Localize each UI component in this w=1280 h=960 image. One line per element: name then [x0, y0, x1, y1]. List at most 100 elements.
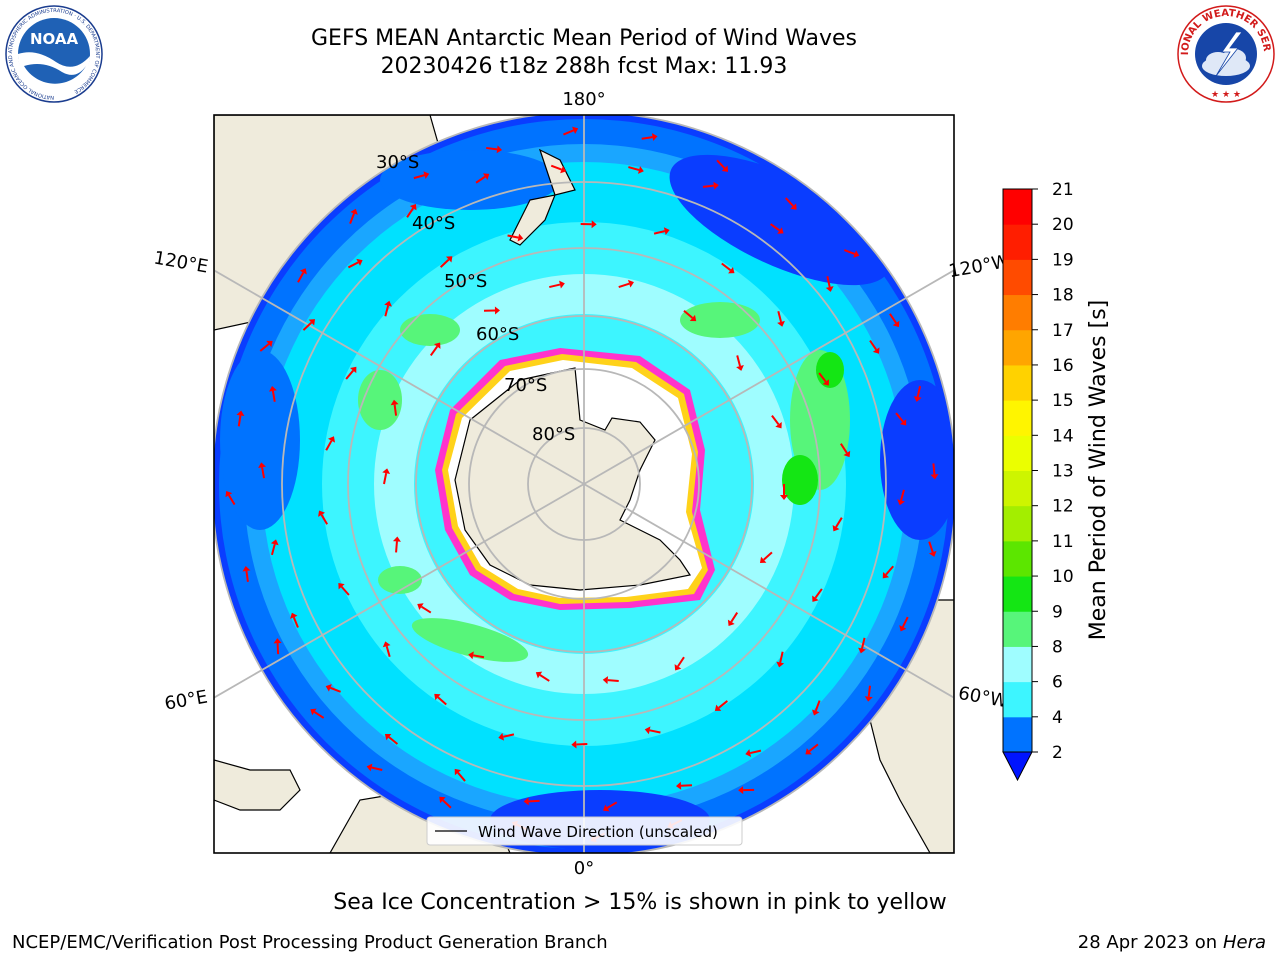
wind-arrow [759, 551, 773, 564]
wind-arrow [413, 171, 430, 180]
graticule [214, 115, 954, 853]
wind-arrow [571, 740, 588, 749]
colorbar-segment [1003, 224, 1032, 260]
wind-arrow [550, 164, 567, 174]
chart-title-line1: GEFS MEAN Antarctic Mean Period of Wind … [311, 26, 857, 51]
colorbar-segment [1003, 189, 1032, 225]
new-zealand-land [509, 148, 576, 246]
colorbar-segment [1003, 611, 1032, 647]
wind-arrow [535, 671, 550, 682]
wind-arrow [259, 340, 273, 352]
wind-arrow [417, 603, 432, 614]
colorbar-segment [1003, 294, 1032, 331]
colorbar-tick-label: 13 [1052, 462, 1074, 482]
colorbar-tick-label: 18 [1052, 286, 1074, 306]
footer-date-prefix: 28 Apr 2023 on [1077, 932, 1223, 953]
wind-arrow [780, 484, 788, 500]
wind-arrow [858, 637, 866, 654]
wind-arrow [390, 399, 399, 416]
colorbar-segment [1003, 716, 1032, 753]
wind-arrow [869, 339, 880, 354]
colorbar-tick-label: 17 [1052, 321, 1074, 341]
wind-arrow [930, 463, 939, 480]
colorbar: 2 4 6 8 9 10 11 12 13 14 15 16 17 18 19 20 21 [1002, 180, 1074, 782]
wind-arrow [498, 732, 515, 741]
wind-arrow [843, 249, 860, 258]
footer-date: 28 Apr 2023 on Hera [1078, 932, 1266, 953]
wind-arrow [486, 145, 503, 154]
lon-label-180: 180° [562, 89, 605, 110]
wind-arrow [832, 517, 843, 532]
wind-arrow [483, 306, 500, 315]
wind-arrow [602, 676, 619, 685]
lon-label-60e: 60°E [163, 686, 209, 714]
wind-arrow [618, 279, 634, 288]
wind-arrow [736, 355, 744, 371]
wind-arrow [297, 268, 307, 283]
noaa-logo-text: NOAA [30, 30, 79, 48]
wind-arrow [889, 313, 900, 328]
wind-arrow [406, 204, 417, 218]
lat-label-70s: 70°S [504, 375, 547, 396]
wind-arrow [769, 223, 784, 234]
wind-arrow [805, 743, 819, 755]
colorbar-tick-label: 4 [1052, 708, 1063, 728]
wind-arrow [580, 220, 597, 229]
wind-arrow [653, 227, 670, 236]
colorbar-segment [1003, 329, 1032, 366]
chart-title-line2: 20230426 t18z 288h fcst Max: 11.93 [380, 54, 788, 79]
colorbar-segment [1003, 259, 1032, 296]
sea-ice-note: Sea Ice Concentration > 15% is shown in … [333, 890, 947, 915]
lon-label-0: 0° [574, 858, 594, 879]
colorbar-tick-label: 12 [1052, 497, 1074, 517]
wind-arrow [840, 443, 851, 458]
colorbar-tick-label: 9 [1052, 602, 1063, 622]
wind-arrow [785, 197, 797, 210]
lat-label-50s: 50°S [444, 271, 487, 292]
colorbar-segment [1003, 681, 1032, 718]
wind-arrow [675, 781, 693, 790]
wind-arrow [628, 166, 644, 174]
svg-text:★ ★ ★: ★ ★ ★ [1211, 90, 1241, 100]
legend-label: Wind Wave Direction (unscaled) [478, 823, 718, 841]
lon-label-120e: 120°E [152, 247, 210, 277]
wind-arrow [345, 366, 357, 380]
wind-arrow [776, 651, 785, 668]
wind-arrow [429, 342, 441, 357]
colorbar-tick-label: 6 [1052, 673, 1063, 693]
wind-arrow [864, 685, 873, 702]
wind-arrows [225, 126, 939, 843]
footer-branch: NCEP/EMC/Verification Post Processing Pr… [12, 932, 608, 953]
wind-arrow [382, 468, 391, 485]
wind-arrow [384, 300, 392, 317]
wind-arrow [242, 565, 251, 582]
colorbar-tick-label: 20 [1052, 215, 1074, 235]
colorbar-segment [1003, 400, 1032, 436]
lat-label-80s: 80°S [532, 424, 575, 445]
wind-arrow [716, 159, 729, 172]
map-frame [213, 114, 955, 854]
colorbar-tick-label: 11 [1052, 532, 1074, 552]
colorbar-segment [1003, 505, 1032, 542]
colorbar-segment [1003, 364, 1032, 401]
wind-arrow [325, 684, 341, 693]
colorbar-tick-label: 19 [1052, 250, 1074, 270]
wind-arrow [475, 173, 490, 184]
antarctica-land [454, 367, 691, 591]
colorbar-tick-label: 15 [1052, 391, 1074, 411]
wind-arrow [549, 280, 565, 289]
wind-arrow [702, 181, 719, 190]
wind-arrow [674, 656, 685, 671]
wind-arrow [273, 638, 282, 655]
wind-arrow [928, 541, 937, 557]
wind-arrow [439, 796, 452, 809]
lon-label-60w: 60°W [957, 683, 1010, 712]
wind-arrow [771, 414, 782, 429]
wind-arrow [899, 616, 909, 632]
lon-label-120w: 120°W [947, 251, 1011, 282]
wind-arrow [310, 708, 325, 719]
legend: Wind Wave Direction (unscaled) [426, 816, 743, 846]
wind-arrow [818, 372, 829, 386]
wind-arrow [302, 319, 316, 331]
